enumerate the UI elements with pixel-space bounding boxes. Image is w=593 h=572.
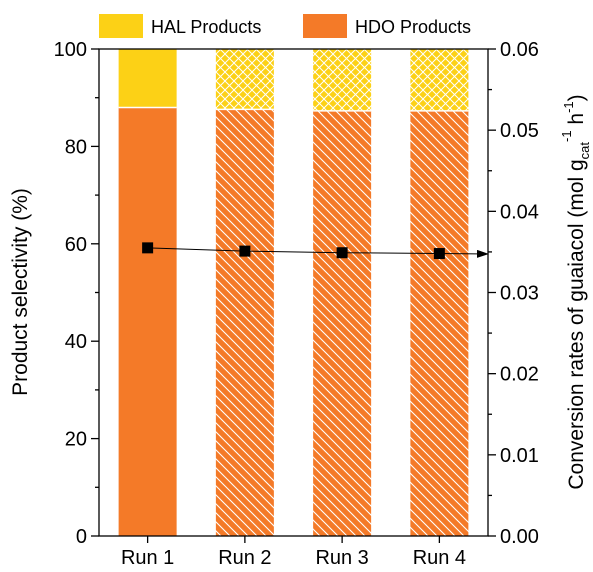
left-tick-label-2: 40 [65,331,87,353]
left-tick-label-5: 100 [54,39,87,61]
bar-hal-2 [215,49,274,110]
x-tick-label-4: Run 4 [413,547,466,569]
x-tick-label-2: Run 2 [218,547,271,569]
x-tick-label-1: Run 1 [121,547,174,569]
bar-hal-4 [410,49,469,111]
right-axis-ticks: 0.00 0.01 0.02 0.03 0.04 0.05 0.06 [488,39,539,548]
right-tick-label-1: 0.01 [500,445,539,467]
conversion-point-1 [142,242,154,254]
conversion-line-layer [142,242,489,260]
legend: HAL Products HDO Products [99,14,471,38]
right-tick-label-5: 0.05 [500,120,539,142]
bar-hdo-1 [118,107,177,536]
left-tick-label-4: 80 [65,136,87,158]
conversion-point-2 [239,245,251,257]
right-tick-label-0: 0.00 [500,526,539,548]
bar-hal-1 [118,49,177,108]
bar-hdo-2 [215,109,274,536]
x-tick-label-3: Run 3 [315,547,368,569]
left-axis-ticks: 0 20 40 60 80 100 [54,39,99,548]
right-tick-label-2: 0.02 [500,364,539,386]
legend-swatch-hdo [303,14,347,38]
x-axis-ticks: Run 1 Run 2 Run 3 Run 4 [121,536,466,569]
left-tick-label-1: 20 [65,429,87,451]
conversion-point-4 [433,248,445,260]
left-tick-label-3: 60 [65,234,87,256]
legend-label-hdo: HDO Products [355,17,471,37]
bar-hdo-4 [410,110,469,536]
legend-swatch-hal [99,14,143,38]
y-axis-label-right: Conversion rates of guaiacol (mol gcat-1… [559,94,592,489]
right-tick-label-4: 0.04 [500,201,539,223]
conversion-point-3 [336,247,348,259]
right-tick-label-6: 0.06 [500,39,539,61]
bars [118,49,469,536]
bar-hal-3 [313,49,372,111]
left-tick-label-0: 0 [76,526,87,548]
right-tick-label-3: 0.03 [500,283,539,305]
legend-label-hal: HAL Products [151,17,261,37]
bar-hdo-3 [313,110,372,536]
y-axis-label: Product selectivity (%) [9,188,32,396]
